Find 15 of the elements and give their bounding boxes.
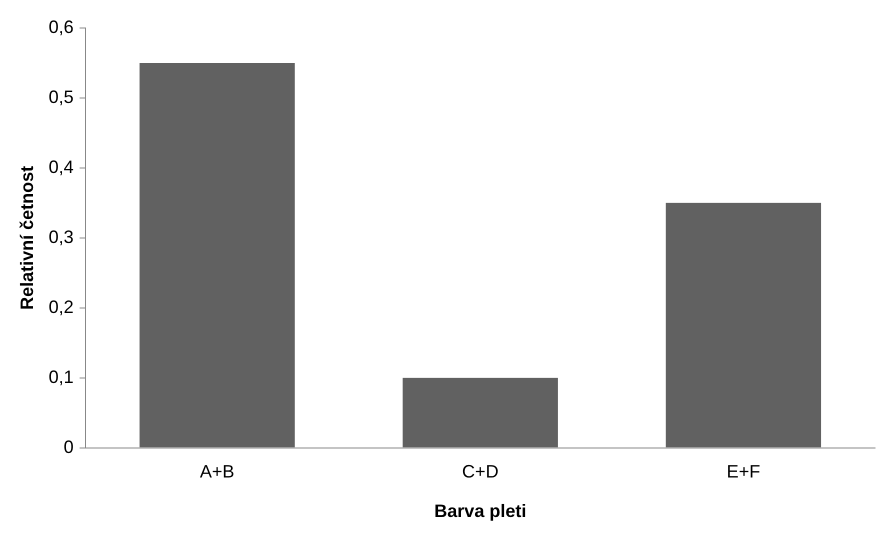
x-tick-label: E+F	[726, 462, 760, 482]
y-tick-label: 0,6	[48, 16, 74, 37]
y-tick-label: 0,5	[48, 86, 74, 107]
y-axis-title: Relativní četnost	[16, 166, 37, 310]
bar	[402, 378, 558, 448]
x-tick-label: A+B	[200, 462, 234, 482]
bar	[140, 62, 295, 448]
y-tick-label: 0,1	[48, 366, 74, 387]
x-axis-title: Barva pleti	[434, 501, 526, 522]
y-tick-label: 0	[64, 436, 74, 457]
bar	[666, 202, 822, 448]
y-tick-label: 0,4	[48, 156, 74, 177]
y-tick-label: 0,3	[48, 226, 74, 247]
x-tick-label: C+D	[462, 462, 499, 482]
y-tick-label: 0,2	[48, 296, 74, 317]
